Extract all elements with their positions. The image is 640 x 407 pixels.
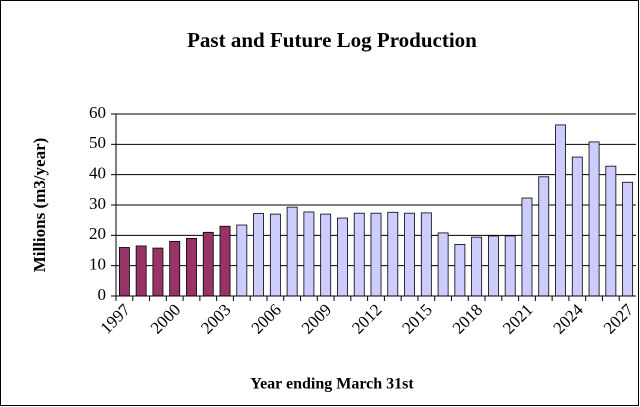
bar [236,224,248,297]
y-tick-label: 30 [89,194,106,213]
bar [521,197,533,297]
bar [118,247,130,297]
bar [437,232,449,297]
bar [152,247,164,297]
bar [169,240,181,297]
bar [186,237,197,297]
bar [286,206,298,297]
bar [320,213,332,297]
y-tick-label: 0 [98,285,107,304]
bar [471,236,483,297]
y-axis-title: Millions (m3/year) [30,138,49,273]
bar [253,213,265,297]
y-tick-label: 60 [89,103,106,122]
bar [605,165,617,297]
bar [370,212,382,297]
y-tick-label: 50 [89,133,106,152]
bar [571,156,583,297]
bar [219,225,231,297]
bar [454,244,466,297]
x-axis-title: Year ending March 31st [250,376,414,393]
bar [588,141,600,297]
bar [555,124,566,297]
chart-title: Past and Future Log Production [187,28,477,52]
y-tick-label: 10 [89,255,106,274]
bar [269,213,281,297]
bar [337,217,348,297]
y-tick-label: 20 [89,224,106,243]
bar [420,212,432,297]
bar [135,245,147,297]
bar [504,235,516,297]
bar [202,231,214,297]
bar [303,211,315,297]
bar [622,181,634,297]
bar [404,212,415,297]
y-tick-label: 40 [89,164,106,183]
bar [353,212,365,297]
bar [487,235,499,297]
bar [387,211,399,297]
bar [538,176,550,297]
